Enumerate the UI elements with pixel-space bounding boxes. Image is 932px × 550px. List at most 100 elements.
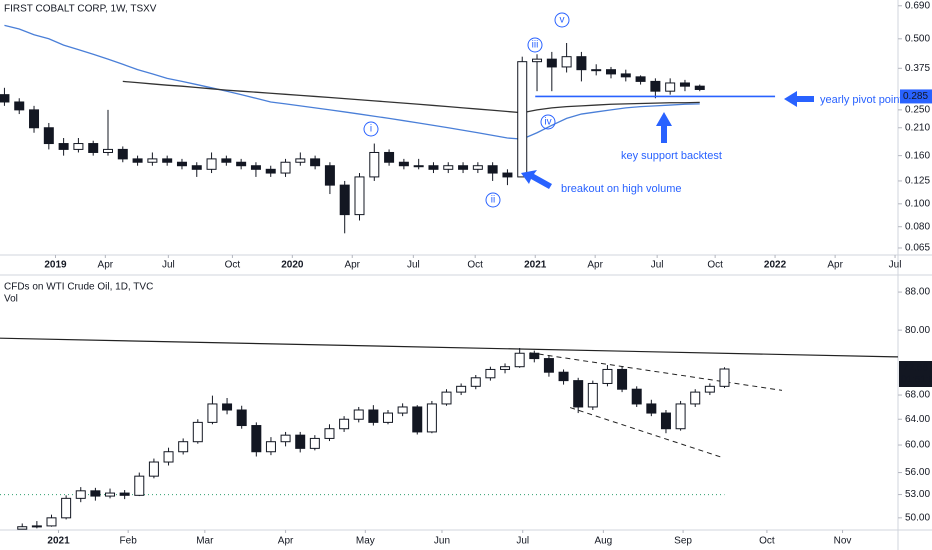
candle-body — [472, 165, 483, 170]
candle-body — [561, 56, 572, 68]
candle-body — [0, 94, 10, 103]
candle-body — [310, 158, 321, 167]
candle-body — [295, 158, 306, 163]
candle-body — [162, 158, 173, 163]
y-tick-label: 0.125 — [905, 176, 930, 187]
candle-body — [339, 184, 350, 216]
x-tick-label: Apr — [344, 260, 360, 271]
candle-body — [369, 151, 380, 178]
candle-body — [719, 368, 730, 387]
x-tick-label: Oct — [707, 260, 723, 271]
candle-body — [441, 391, 452, 405]
candle-body — [295, 434, 306, 449]
candle-body — [384, 151, 395, 163]
candle-body — [675, 403, 686, 430]
candle-body — [73, 143, 84, 150]
candle-body — [694, 85, 705, 90]
candle-body — [309, 437, 320, 449]
candle-body — [102, 148, 113, 153]
candle-body — [646, 403, 657, 414]
candle-body — [31, 525, 42, 528]
candle-body — [587, 382, 598, 408]
candle-body — [456, 385, 467, 393]
candle-body — [397, 406, 408, 414]
candle-body — [176, 161, 187, 167]
y-tick-label: 0.500 — [905, 33, 930, 44]
arrow — [656, 112, 672, 143]
annotation: breakout on high volume — [561, 183, 681, 195]
moving-average-line — [4, 24, 700, 140]
y-tick-label: 0.080 — [905, 221, 930, 232]
candle-body — [147, 158, 158, 163]
y-tick-label: 0.160 — [905, 150, 930, 161]
wave-label: v — [560, 15, 565, 26]
bottom-plot — [0, 337, 898, 530]
candle-body — [500, 366, 511, 370]
candle-body — [529, 352, 540, 360]
x-tick-label: Jul — [407, 260, 420, 271]
chart-title: CFDs on WTI Crude Oil, 1D, TVC — [4, 282, 153, 293]
wave-label: i — [370, 124, 372, 135]
y-tick-label: 80.00 — [905, 325, 930, 336]
candle-body — [265, 168, 276, 174]
candle-body — [398, 161, 409, 167]
moving-average-line — [122, 80, 700, 114]
wave-labels: i ii iii iv v — [363, 12, 570, 208]
candle-body — [236, 409, 247, 427]
candle-body — [58, 143, 69, 150]
candle-body — [635, 76, 646, 82]
y-tick-label: 0.065 — [905, 243, 930, 254]
y-tick-label: 50.00 — [905, 512, 930, 523]
candle-body — [265, 441, 276, 453]
top-plot — [0, 24, 776, 234]
x-tick-label: Apr — [587, 260, 603, 271]
chart-subtitle: Vol — [4, 294, 18, 305]
arrow — [784, 91, 814, 107]
candle-body — [443, 165, 454, 170]
x-tick-label: Jul — [516, 536, 529, 547]
x-tick-label: May — [356, 536, 375, 547]
wave-circle — [554, 12, 570, 28]
candle-body — [43, 127, 54, 145]
candle-body — [573, 380, 584, 408]
candle-body — [61, 497, 72, 519]
candle-body — [458, 165, 469, 170]
x-tick-label: 2019 — [44, 260, 67, 271]
trendline — [529, 352, 783, 391]
x-tick-label: Apr — [98, 260, 114, 271]
y-tick-label: 64.00 — [905, 414, 930, 425]
x-tick-label: Mar — [196, 536, 214, 547]
candle-body — [602, 368, 613, 384]
candle-body — [148, 461, 159, 477]
price-label-box — [899, 361, 932, 388]
candle-body — [543, 358, 554, 373]
annotation: yearly pivot point — [820, 94, 903, 106]
candle-body — [251, 425, 262, 453]
x-tick-label: 2021 — [524, 260, 547, 271]
y-tick-label: 0.250 — [905, 105, 930, 116]
x-tick-label: Feb — [120, 536, 138, 547]
candle-body — [665, 82, 676, 92]
wave-circle — [540, 114, 556, 130]
candle-body — [502, 172, 513, 178]
y-tick-label: 53.00 — [905, 489, 930, 500]
candle-body — [487, 165, 498, 174]
candle-body — [620, 73, 631, 78]
x-tick-label: Sep — [674, 536, 692, 547]
x-tick-label: 2020 — [281, 260, 304, 271]
candle-body — [679, 82, 690, 87]
x-tick-label: Oct — [759, 536, 775, 547]
wave-circle — [363, 121, 379, 137]
annotation: key support backtest — [621, 150, 722, 162]
price-timer: 01:51:55 — [901, 375, 932, 386]
x-tick-label: Jun — [434, 536, 450, 547]
candle-body — [119, 492, 130, 496]
candle-body — [17, 526, 28, 530]
y-tick-label: 0.210 — [905, 122, 930, 133]
candle-body — [617, 368, 628, 390]
candle-body — [191, 165, 202, 170]
x-tick-label: Jul — [889, 260, 902, 271]
wave-label: iii — [532, 40, 539, 51]
candle-body — [532, 58, 543, 63]
